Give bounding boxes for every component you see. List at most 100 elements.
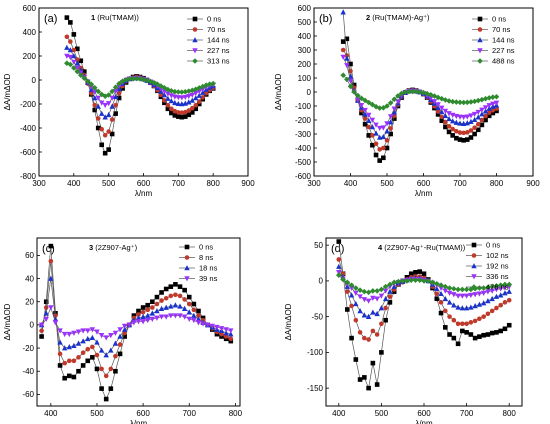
legend-label: 0 ns xyxy=(207,15,221,24)
data-point xyxy=(102,150,108,156)
data-point xyxy=(353,317,359,323)
data-point xyxy=(348,285,355,291)
data-point xyxy=(131,320,137,326)
data-point xyxy=(71,358,77,364)
data-point xyxy=(358,103,365,109)
data-point xyxy=(117,351,123,357)
data-point xyxy=(173,282,178,287)
data-point xyxy=(502,326,508,332)
data-point xyxy=(475,114,481,120)
data-point xyxy=(479,117,485,123)
data-point xyxy=(391,279,397,286)
data-point xyxy=(161,92,168,98)
panel-title-number: 4 xyxy=(378,243,383,252)
data-point xyxy=(99,386,104,391)
data-point xyxy=(162,98,167,103)
data-point xyxy=(382,295,389,302)
x-tick-label: 600 xyxy=(137,179,151,188)
data-point xyxy=(443,325,448,330)
data-point xyxy=(99,366,104,372)
data-point xyxy=(383,317,388,323)
data-point xyxy=(442,97,449,103)
data-point xyxy=(468,286,474,293)
data-point xyxy=(431,99,438,105)
data-point xyxy=(387,100,394,106)
data-point xyxy=(336,239,342,244)
data-point xyxy=(108,347,114,353)
panel-title: 4 (2Z907-Ag⁺-Ru(TMAM)) xyxy=(378,243,466,252)
data-point xyxy=(497,292,504,298)
data-point xyxy=(353,285,359,291)
legend-label: 8 ns xyxy=(199,253,213,262)
x-tick-label: 600 xyxy=(417,179,431,188)
data-point xyxy=(362,97,368,104)
data-point xyxy=(106,129,111,134)
data-point xyxy=(468,99,474,105)
y-tick-label: -60 xyxy=(22,390,34,399)
data-point xyxy=(455,304,461,310)
data-point xyxy=(434,291,440,297)
data-point xyxy=(81,75,88,81)
data-point xyxy=(181,305,188,311)
data-point xyxy=(48,243,54,249)
data-point xyxy=(117,333,123,339)
legend-label: 102 ns xyxy=(486,251,509,260)
y-tick-label: 600 xyxy=(23,4,37,13)
data-point xyxy=(181,314,188,320)
x-tick-label: 400 xyxy=(332,409,346,418)
legend-label: 192 ns xyxy=(486,262,509,271)
x-tick-label: 700 xyxy=(460,409,474,418)
data-point xyxy=(409,88,416,95)
data-point xyxy=(373,141,379,147)
data-point xyxy=(493,293,500,299)
data-point xyxy=(71,59,77,65)
data-point xyxy=(102,114,108,120)
data-point xyxy=(145,317,151,324)
data-point xyxy=(382,288,389,294)
data-point xyxy=(365,313,372,319)
data-point xyxy=(219,334,224,339)
series-2 xyxy=(39,258,234,379)
y-tick-label: -300 xyxy=(295,130,312,139)
data-point xyxy=(340,54,346,60)
data-point xyxy=(140,313,146,320)
data-point xyxy=(169,110,174,116)
data-point xyxy=(76,355,81,360)
data-point xyxy=(186,309,192,315)
data-point xyxy=(57,363,63,368)
data-point xyxy=(464,330,469,335)
x-tick-label: 700 xyxy=(183,409,197,418)
data-point xyxy=(493,93,500,100)
data-point xyxy=(498,328,503,334)
data-point xyxy=(384,128,390,134)
series-3 xyxy=(38,275,234,358)
data-point xyxy=(366,112,372,118)
data-point xyxy=(163,295,169,301)
data-point xyxy=(67,47,74,53)
data-point xyxy=(140,319,146,325)
data-point xyxy=(442,283,449,290)
data-point xyxy=(95,95,101,101)
data-point xyxy=(113,353,118,359)
data-point xyxy=(366,117,372,123)
data-point xyxy=(402,89,409,95)
data-point xyxy=(460,328,465,334)
y-axis-label: ΔA/mΔOD xyxy=(274,73,283,110)
data-point xyxy=(120,86,125,91)
data-point xyxy=(383,305,388,311)
data-point xyxy=(177,303,183,309)
y-tick-label: -40 xyxy=(22,367,34,376)
data-point xyxy=(395,99,401,105)
data-point xyxy=(186,99,192,105)
data-point xyxy=(370,133,375,138)
data-point xyxy=(126,322,132,328)
data-point xyxy=(95,125,101,131)
data-point xyxy=(482,95,489,102)
x-axis-label: λ/nm xyxy=(415,419,433,424)
data-point xyxy=(455,286,461,293)
data-point xyxy=(43,299,49,305)
data-point xyxy=(57,351,63,357)
panel-title: 1 (Ru(TMAM)) xyxy=(91,13,139,22)
data-point xyxy=(417,89,423,95)
data-point xyxy=(494,108,499,114)
